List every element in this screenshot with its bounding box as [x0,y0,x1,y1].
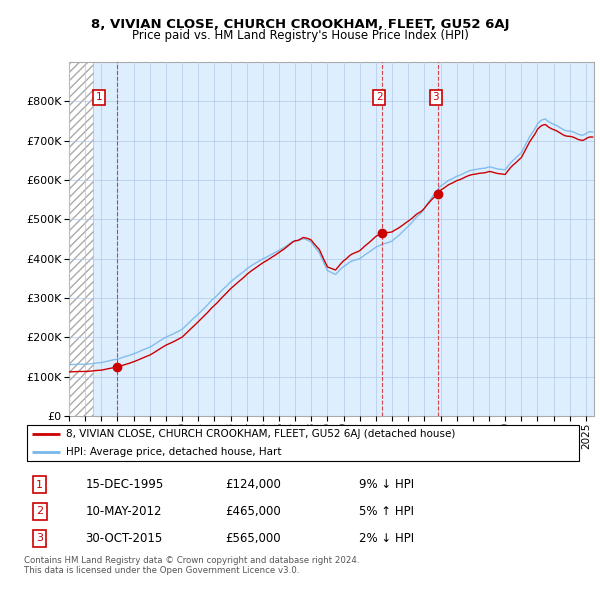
Text: Price paid vs. HM Land Registry's House Price Index (HPI): Price paid vs. HM Land Registry's House … [131,30,469,42]
Text: 8, VIVIAN CLOSE, CHURCH CROOKHAM, FLEET, GU52 6AJ: 8, VIVIAN CLOSE, CHURCH CROOKHAM, FLEET,… [91,18,509,31]
Text: 3: 3 [433,93,439,102]
Text: 3: 3 [36,533,43,543]
Text: £124,000: £124,000 [225,478,281,491]
Text: 9% ↓ HPI: 9% ↓ HPI [359,478,414,491]
Text: 2% ↓ HPI: 2% ↓ HPI [359,532,414,545]
Text: 5% ↑ HPI: 5% ↑ HPI [359,505,414,518]
FancyBboxPatch shape [27,425,579,461]
Text: 15-DEC-1995: 15-DEC-1995 [85,478,164,491]
Text: HPI: Average price, detached house, Hart: HPI: Average price, detached house, Hart [66,447,281,457]
Text: 2: 2 [36,506,43,516]
Text: 2: 2 [376,93,382,102]
Text: 1: 1 [95,93,102,102]
Text: 30-OCT-2015: 30-OCT-2015 [85,532,163,545]
Bar [69,62,93,416]
Text: 1: 1 [36,480,43,490]
Text: Contains HM Land Registry data © Crown copyright and database right 2024.
This d: Contains HM Land Registry data © Crown c… [24,556,359,575]
Text: £565,000: £565,000 [225,532,281,545]
Text: £465,000: £465,000 [225,505,281,518]
Text: 10-MAY-2012: 10-MAY-2012 [85,505,162,518]
Text: 8, VIVIAN CLOSE, CHURCH CROOKHAM, FLEET, GU52 6AJ (detached house): 8, VIVIAN CLOSE, CHURCH CROOKHAM, FLEET,… [66,430,455,440]
